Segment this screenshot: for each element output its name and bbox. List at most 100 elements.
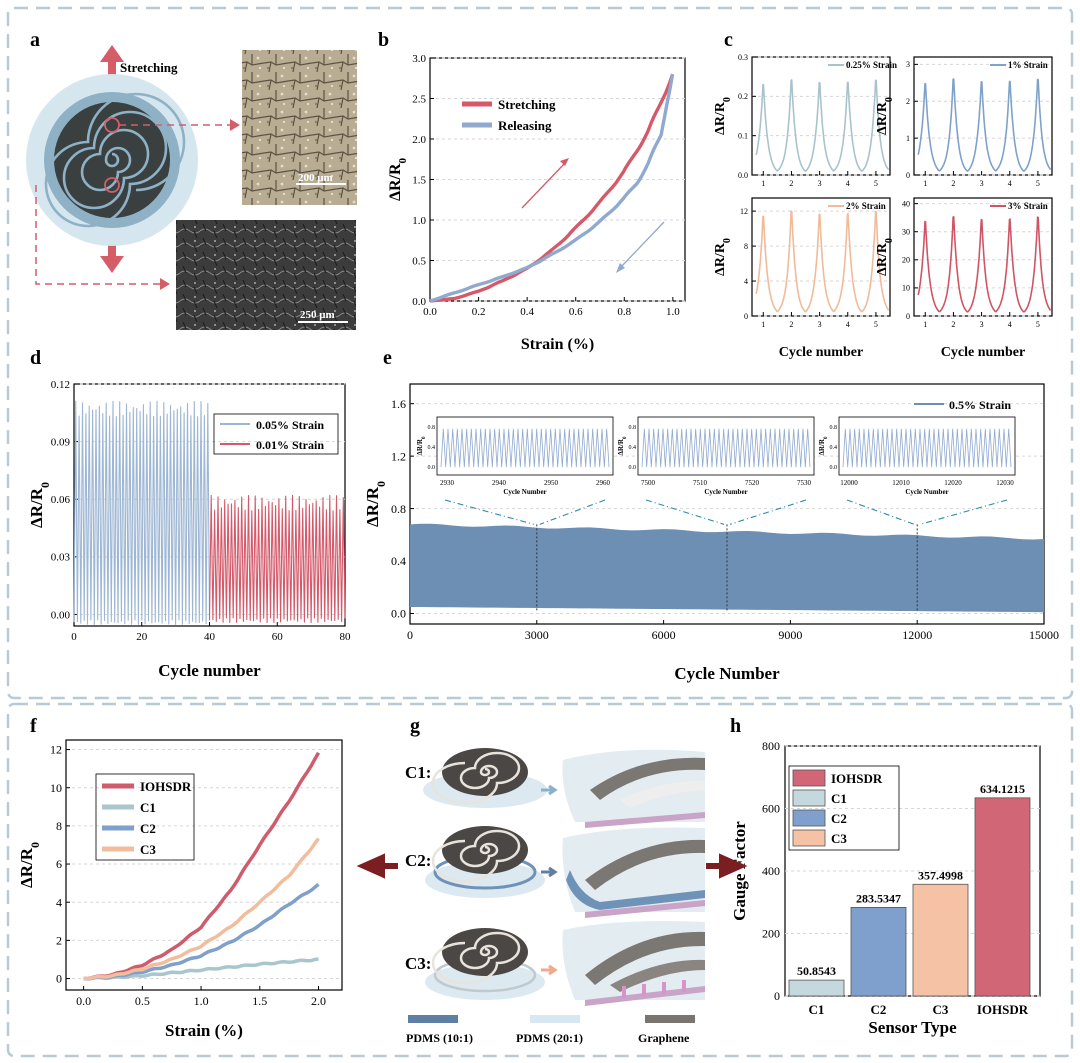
f-x-tick-label: 0.5 [135, 994, 150, 1008]
panel-label-d: d [30, 347, 41, 369]
d-x-tick-label: 40 [204, 631, 216, 643]
h-value-label: 357.4998 [918, 868, 963, 882]
e-inset-x-tick-label: 12020 [944, 479, 962, 487]
h-y-axis-label: Gauge Factor [730, 821, 749, 921]
b-y-tick-label: 1.5 [412, 174, 426, 186]
c1-legend-label: 0.25% Strain [846, 60, 897, 70]
b-x-tick-label: 0.6 [569, 306, 583, 318]
stretching-label: Stretching [120, 60, 178, 75]
b-x-tick-label: 1.0 [666, 306, 680, 318]
b-legend-label: Stretching [498, 97, 556, 112]
c2-arrow-icon [541, 866, 558, 878]
chart-c4: 1 2 3 4 5 0 10 20 30 40 Cycle number ΔR/R0 3% Strain [875, 197, 1053, 360]
b-arrow-release [619, 221, 665, 269]
e-inset-y-tick-label: 0.4 [428, 445, 436, 451]
panel-label-h: h [730, 715, 741, 737]
h-bar-iohsdr [974, 797, 1031, 997]
b-legend-label: Releasing [498, 118, 552, 133]
e-y-axis-label: ΔR/R0 [363, 481, 388, 527]
c1-series-line [755, 79, 890, 172]
f-x-tick-label: 1.5 [252, 994, 267, 1008]
c2-y-tick-label: 3 [906, 60, 910, 69]
c4-series-line [917, 216, 1052, 313]
h-legend-swatch [792, 789, 826, 807]
h-value-label: 50.8543 [797, 964, 836, 978]
d-y-tick-label: 0.03 [51, 552, 71, 564]
c3-x-tick-label: 3 [818, 320, 822, 329]
c1-x-tick-label: 3 [818, 179, 822, 188]
h-y-tick-label: 800 [762, 739, 780, 753]
c3-pillar [622, 986, 626, 998]
c2-y-tick-label: 2 [906, 97, 910, 106]
c3-y-tick-label: 12 [740, 207, 748, 216]
d-y-tick-label: 0.06 [51, 494, 71, 506]
e-inset-line [842, 428, 1012, 468]
c2-y-tick-label: 1 [906, 134, 910, 143]
c4-x-tick-label: 1 [923, 320, 927, 329]
d-x-tick-label: 20 [136, 631, 148, 643]
b-x-tick-label: 0.0 [423, 306, 437, 318]
c2-y-axis-label: ΔR/R0 [875, 97, 895, 135]
stretch-arrow-down-icon [100, 243, 124, 273]
scale-label-bottom: 250 μm [300, 309, 335, 321]
c2-base-strip [585, 900, 705, 918]
c2-y-tick-label: 0 [906, 171, 910, 180]
c4-y-tick-label: 40 [902, 199, 910, 208]
e-zoom-line-left [645, 499, 725, 525]
d-y-tick-label: 0.00 [51, 609, 71, 621]
e-inset-y-tick-label: 0.0 [428, 465, 436, 471]
panel-label-a: a [30, 29, 40, 51]
panel-a-illustration: Stretching 200 μm 250 μm [26, 45, 357, 330]
f-legend-box [95, 773, 195, 861]
panel-label-f: f [30, 715, 37, 737]
e-inset-y-tick-label: 0.8 [428, 425, 436, 431]
e-inset-x-label: Cycle Number [905, 488, 948, 496]
h-legend-swatch [792, 769, 826, 787]
c3-pillar [662, 982, 666, 994]
chart-c2: 1 2 3 4 5 0 1 2 3 ΔR/R0 1% Strain [875, 56, 1053, 188]
chart-e: 0 3000 6000 9000 12000 15000 0.0 0.4 0.8 1.2 1.6 Cy… [363, 383, 1059, 683]
c1-y-tick-label: 0.1 [738, 131, 748, 140]
c4-y-tick-label: 0 [906, 312, 910, 321]
e-inset-x-label: Cycle Number [503, 488, 546, 496]
e-zoom-line-right [539, 499, 606, 525]
c1-y-tick-label: 0.0 [738, 171, 748, 180]
c1-coil-gap [431, 751, 521, 805]
c1-x-tick-label: 2 [789, 179, 793, 188]
e-y-tick-label: 1.6 [391, 397, 406, 411]
legend-label-pdms-20-1: PDMS (20:1) [516, 1031, 583, 1045]
row-label-c1: C1: [405, 763, 431, 782]
e-inset-x-tick-label: 2930 [440, 479, 455, 487]
e-inset-x-tick-label: 7510 [693, 479, 708, 487]
e-inset-y-tick-label: 0.8 [830, 425, 838, 431]
c3-layer-graphene [585, 931, 705, 985]
e-inset-y-tick-label: 0.4 [629, 445, 637, 451]
legend-swatch-pdms-10-1 [408, 1015, 458, 1023]
h-legend-box [788, 765, 900, 851]
legend-swatch-graphene [645, 1015, 695, 1023]
f-y-tick-label: 6 [56, 857, 62, 871]
c3-x-tick-label: 2 [789, 320, 793, 329]
chart-c1: 1 2 3 4 5 0.0 0.1 0.2 0.3 ΔR/R0 0.25% Strain [713, 53, 897, 188]
c3-legend-label: 2% Strain [846, 201, 886, 211]
e-zoom-line-right [729, 499, 807, 525]
c4-x-tick-label: 4 [1008, 320, 1012, 329]
h-y-tick-label: 400 [762, 864, 780, 878]
h-value-label: 634.1215 [980, 782, 1025, 796]
e-x-tick-label: 12000 [902, 628, 932, 642]
chart-f: 0.0 0.5 1.0 1.5 2.0 0 2 4 6 8 10 12 Strain (%) ΔR/R0 I… [17, 739, 343, 1040]
e-inset-x-tick-label: 12000 [840, 479, 858, 487]
d-legend-label: 0.05% Strain [256, 418, 324, 432]
b-arrowhead-release [616, 263, 625, 273]
legend-label-graphene: Graphene [638, 1031, 690, 1045]
e-inset-y-tick-label: 0.0 [830, 465, 838, 471]
c1-y-tick-label: 0.2 [738, 92, 748, 101]
c4-x-axis-label: Cycle number [941, 345, 1025, 360]
b-y-tick-label: 2.5 [412, 93, 426, 105]
b-y-tick-label: 3.0 [412, 53, 426, 65]
e-inset-x-tick-label: 7500 [641, 479, 656, 487]
e-legend-label: 0.5% Strain [949, 398, 1011, 412]
c3-y-axis-label: ΔR/R0 [713, 238, 733, 276]
